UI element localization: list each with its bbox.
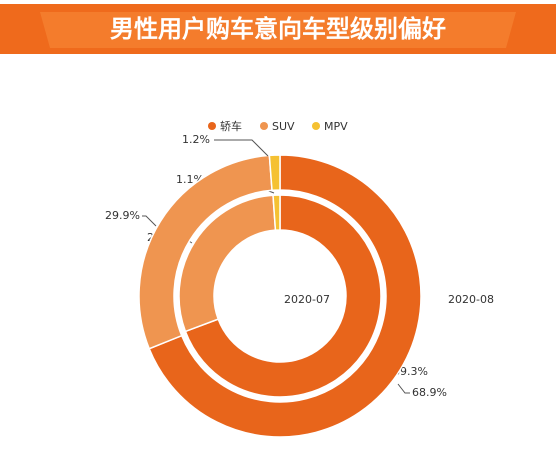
donut-slice bbox=[272, 194, 281, 231]
leader-line bbox=[397, 383, 410, 394]
donut-slice bbox=[148, 154, 422, 438]
leader-line bbox=[214, 139, 269, 157]
series-label: 2020-08 bbox=[448, 293, 494, 306]
legend-marker bbox=[312, 122, 320, 130]
data-label: 68.9% bbox=[412, 386, 447, 399]
title-banner-inner bbox=[40, 12, 516, 48]
leader-line bbox=[142, 215, 157, 227]
legend-marker bbox=[208, 122, 216, 130]
data-label: 1.2% bbox=[182, 133, 210, 146]
legend-marker bbox=[260, 122, 268, 130]
donut-slice bbox=[184, 194, 382, 398]
legend-label: 轿车 bbox=[220, 119, 242, 133]
legend-label: MPV bbox=[324, 120, 348, 133]
legend-label: SUV bbox=[272, 120, 295, 133]
data-label: 29.9% bbox=[105, 209, 140, 222]
series-label: 2020-07 bbox=[284, 293, 330, 306]
chart-title: 男性用户购车意向车型级别偏好 bbox=[110, 15, 446, 43]
donut-slice bbox=[268, 154, 281, 192]
